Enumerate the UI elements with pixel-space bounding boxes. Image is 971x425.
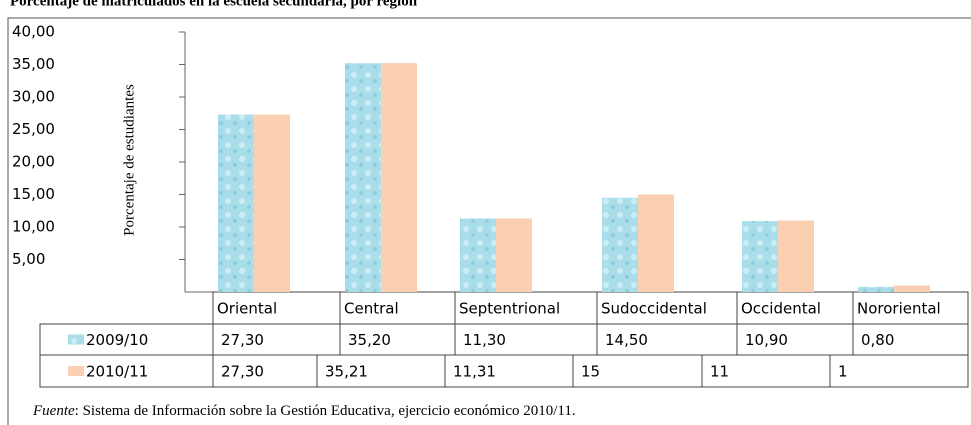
y-tick-label: 20,00	[12, 153, 55, 171]
y-tick-label: 35,00	[12, 55, 55, 73]
source-label: Fuente	[32, 403, 75, 419]
y-tick-label: 5,00	[12, 250, 45, 268]
y-tick-label: 15,00	[12, 185, 55, 203]
legend-swatch	[68, 334, 84, 345]
bar	[894, 285, 930, 292]
chart-title: Porcentaje de matriculados en la escuela…	[10, 0, 418, 9]
bar	[778, 220, 814, 292]
data-label: 1	[838, 363, 848, 381]
bar	[858, 286, 894, 292]
data-label: 11,30	[463, 331, 506, 349]
legend-label: 2010/11	[86, 363, 148, 381]
y-tick-label: 30,00	[12, 88, 55, 106]
data-label: 35,21	[325, 363, 368, 381]
data-label: 0,80	[861, 331, 894, 349]
bar	[460, 218, 496, 292]
x-tick-label: Oriental	[217, 300, 277, 318]
bar	[345, 63, 381, 293]
data-label: 14,50	[605, 331, 648, 349]
data-label: 35,20	[348, 331, 391, 349]
frame	[7, 17, 971, 425]
source-text: : Sistema de Información sobre la Gestió…	[75, 403, 576, 419]
bar	[742, 221, 778, 292]
x-tick-label: Sudoccidental	[601, 300, 707, 318]
table-row	[39, 354, 969, 388]
x-tick-label: Nororiental	[857, 300, 941, 318]
bar	[381, 63, 417, 293]
bar	[496, 218, 532, 292]
legend-label: 2009/10	[86, 331, 148, 349]
data-label: 11,31	[453, 363, 496, 381]
legend-swatch	[68, 366, 84, 376]
y-tick-label: 10,00	[12, 218, 55, 236]
bar	[638, 194, 674, 292]
y-tick-label: 25,00	[12, 120, 55, 138]
data-label: 27,30	[221, 331, 264, 349]
source: Fuente: Sistema de Información sobre la …	[32, 403, 576, 419]
y-tick-label: 40,00	[12, 23, 55, 41]
y-axis-label: Porcentaje de estudiantes	[121, 84, 137, 236]
x-tick-label: Occidental	[741, 300, 821, 318]
bar	[254, 114, 290, 292]
data-label: 27,30	[221, 363, 264, 381]
bar	[218, 114, 254, 292]
data-label: 10,90	[745, 331, 788, 349]
data-label: 11	[710, 363, 729, 381]
x-tick-label: Septentrional	[459, 300, 560, 318]
data-label: 15	[581, 363, 600, 381]
bar	[602, 197, 638, 292]
x-tick-label: Central	[344, 300, 399, 318]
table-cell	[212, 291, 969, 325]
